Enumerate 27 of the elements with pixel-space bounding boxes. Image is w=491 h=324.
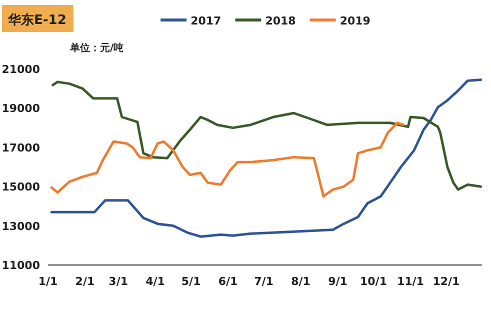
legend-label: 2018 [265, 14, 296, 28]
x-tick-label: 11/1 [396, 275, 424, 288]
legend-label: 2017 [190, 14, 222, 28]
y-tick-label: 21000 [2, 63, 40, 76]
x-tick-label: 5/1 [181, 275, 201, 288]
y-tick-label: 17000 [2, 141, 40, 154]
title: 华东E-12 [2, 5, 74, 32]
line-series [50, 78, 482, 238]
x-tick-label: 12/1 [432, 275, 460, 288]
x-tick-label: 7/1 [254, 275, 274, 288]
chart-title: 华东E-12 [7, 12, 66, 28]
y-axis-title: 单位：元/吨 [69, 42, 124, 54]
x-tick-label: 2/1 [75, 275, 95, 288]
x-tick-label: 1/1 [38, 275, 58, 288]
y-tick-label: 13000 [2, 220, 40, 233]
y-tick-label: 19000 [2, 102, 40, 116]
x-tick-label: 8/1 [291, 275, 310, 288]
line-series [50, 122, 405, 198]
x-tick-label: 6/1 [218, 275, 238, 288]
x-tick-label: 10/1 [360, 275, 387, 288]
y-tick-label: 15000 [2, 180, 40, 194]
line-series [52, 80, 482, 191]
y-tick-label: 11000 [2, 259, 40, 272]
legend-label: 2019 [340, 14, 370, 28]
x-tick-label: 3/1 [108, 275, 128, 288]
x-tick-label: 9/1 [328, 275, 348, 288]
x-tick-label: 4/1 [146, 275, 165, 288]
